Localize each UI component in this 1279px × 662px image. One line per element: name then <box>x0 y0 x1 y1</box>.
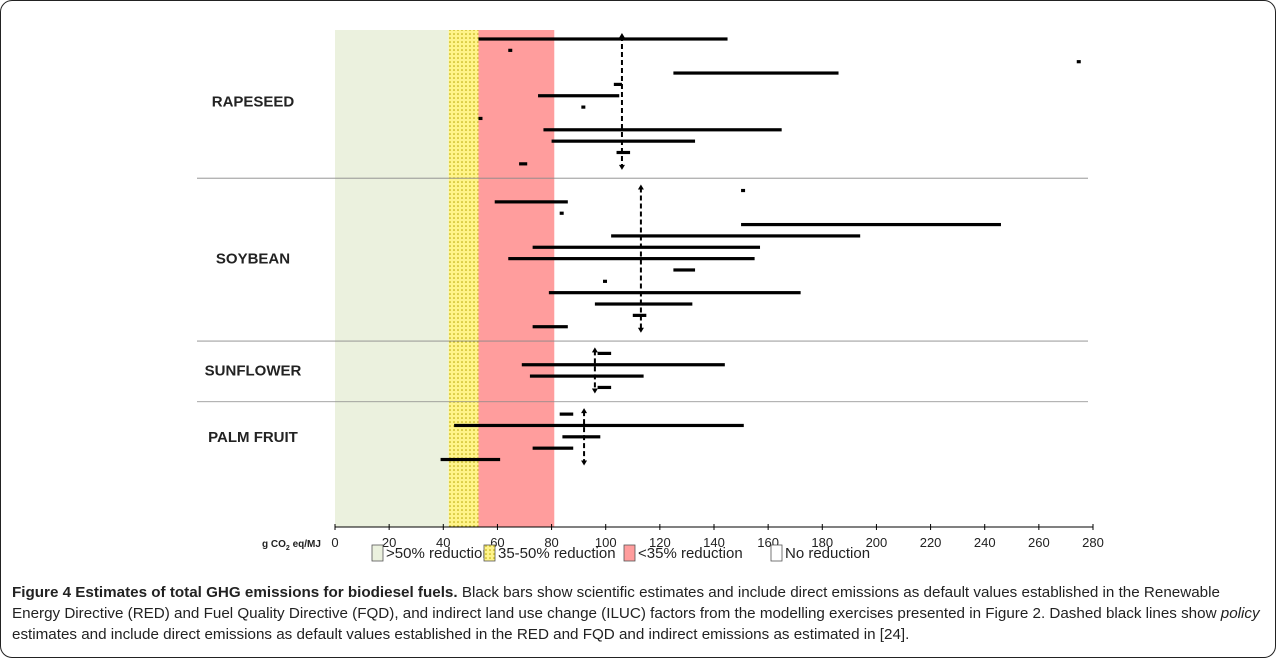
legend-label-3: No reduction <box>785 545 870 562</box>
x-tick-label-2: 40 <box>436 535 450 550</box>
policy-arrow-up-3 <box>581 408 588 414</box>
estimate-bar-0-10 <box>616 150 631 155</box>
x-axis: 0 20 40 60 80 100 120 140 160 180 200 220 240 260 280g… <box>262 524 1104 552</box>
legend-swatch-0 <box>371 544 384 562</box>
estimate-bar-1-5 <box>532 245 761 249</box>
estimate-bar-3-2 <box>562 435 601 439</box>
x-tick-label-14: 280 <box>1082 535 1104 550</box>
category-label-1: SOYBEAN <box>216 251 290 268</box>
estimate-bar-3-4 <box>440 457 501 462</box>
legend: >50% reduction 35-50% reduction <35% reduc… <box>371 544 870 562</box>
estimate-bar-0-2 <box>1076 60 1081 64</box>
policy-arrow-down-1 <box>637 327 644 333</box>
x-tick-label-4: 80 <box>544 535 558 550</box>
estimate-bars <box>440 37 1081 462</box>
caption-body-1: Black bars show scientific estimates and… <box>12 584 1221 622</box>
estimate-bar-2-2 <box>529 374 644 378</box>
legend-label-1: 35-50% reduction <box>498 545 616 562</box>
estimate-bar-0-3 <box>673 71 839 75</box>
estimate-bar-1-10 <box>594 302 693 306</box>
estimate-bar-1-3 <box>741 222 1001 227</box>
legend-swatch-2 <box>623 544 636 562</box>
estimate-bar-0-1 <box>508 48 513 52</box>
figure-caption: Figure 4 Estimates of total GHG emission… <box>12 582 1267 645</box>
biodiesel-ghg-chart: 0 20 40 60 80 100 120 140 160 180 200 220 240 260 280g… <box>197 30 1104 562</box>
estimate-bar-0-6 <box>581 105 586 109</box>
category-labels: RAPESEED SOYBEAN SUNFLOWER PALM FRUIT <box>205 93 302 445</box>
estimate-bar-1-11 <box>632 313 647 317</box>
caption-emphasis: policy <box>1220 605 1260 622</box>
policy-arrow-up-2 <box>591 347 598 353</box>
estimate-bar-0-0 <box>478 37 728 41</box>
caption-body-2: estimates and include direct emissions a… <box>12 626 910 643</box>
legend-swatch-3 <box>770 544 783 562</box>
estimate-bar-0-4 <box>613 82 622 86</box>
category-label-0: RAPESEED <box>212 93 295 110</box>
category-label-3: PALM FRUIT <box>208 429 298 446</box>
estimate-bar-0-9 <box>551 139 696 143</box>
estimate-bar-1-7 <box>673 268 696 272</box>
policy-arrow-down-3 <box>581 460 588 466</box>
category-separators <box>197 177 1088 403</box>
estimate-bar-0-7 <box>478 116 483 121</box>
policy-arrow-up-1 <box>637 184 644 190</box>
caption-title: Figure 4 Estimates of total GHG emission… <box>12 584 458 601</box>
legend-label-0: >50% reduction <box>386 545 491 562</box>
x-tick-label-9: 180 <box>811 535 833 550</box>
estimate-bar-3-3 <box>532 446 574 450</box>
x-tick-label-12: 240 <box>974 535 996 550</box>
estimate-bar-3-0 <box>559 412 574 416</box>
estimate-bar-0-11 <box>519 162 528 166</box>
estimate-bar-1-4 <box>611 234 861 238</box>
estimate-bar-1-6 <box>508 257 755 261</box>
policy-lines <box>581 33 644 466</box>
estimate-bar-1-12 <box>532 325 568 329</box>
estimate-bar-2-3 <box>597 385 612 390</box>
category-label-2: SUNFLOWER <box>205 362 302 379</box>
x-tick-label-7: 140 <box>703 535 725 550</box>
x-tick-label-5: 100 <box>595 535 617 550</box>
x-tick-label-1: 20 <box>382 535 396 550</box>
x-tick-label-11: 220 <box>920 535 942 550</box>
legend-label-2: <35% reduction <box>638 545 743 562</box>
estimate-bar-0-5 <box>538 94 620 98</box>
x-tick-label-0: 0 <box>331 535 338 550</box>
x-tick-label-13: 260 <box>1028 535 1050 550</box>
reduction-bands <box>335 30 555 527</box>
estimate-bar-1-8 <box>603 279 608 283</box>
policy-arrow-down-2 <box>591 388 598 394</box>
estimate-bar-1-0 <box>741 188 746 193</box>
legend-swatch-pattern-1 <box>484 545 495 561</box>
estimate-bar-1-2 <box>559 211 564 215</box>
estimate-bar-2-0 <box>597 351 612 355</box>
policy-arrow-down-0 <box>618 164 625 170</box>
estimate-bar-3-1 <box>454 423 744 428</box>
band-pattern-1 <box>448 30 479 527</box>
estimate-bar-1-9 <box>548 291 801 295</box>
policy-arrow-up-0 <box>618 33 625 38</box>
band-2 <box>478 30 555 527</box>
x-axis-unit-label: g CO2 eq/MJ <box>262 539 321 552</box>
estimate-bar-2-1 <box>521 363 725 367</box>
estimate-bar-0-8 <box>543 128 782 132</box>
estimate-bar-1-1 <box>494 200 568 204</box>
band-0 <box>335 30 449 527</box>
x-tick-label-6: 120 <box>649 535 671 550</box>
x-tick-label-10: 200 <box>866 535 888 550</box>
